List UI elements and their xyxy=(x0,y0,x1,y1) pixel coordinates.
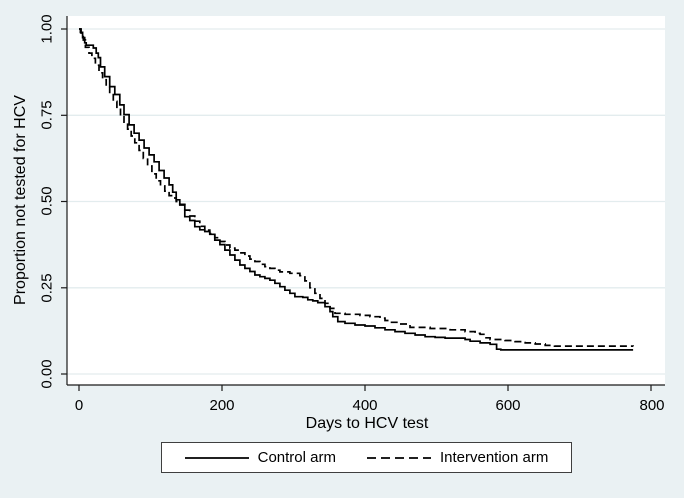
ytick-label-0.50: 0.50 xyxy=(38,186,56,216)
xtick-label-0: 0 xyxy=(74,397,84,414)
x-axis-title: Days to HCV test xyxy=(305,415,429,432)
xtick-label-200: 200 xyxy=(209,397,235,414)
plot-area xyxy=(67,16,665,385)
y-axis-title: Proportion not tested for HCV xyxy=(12,95,29,305)
ytick-label-0.00: 0.00 xyxy=(38,359,56,389)
intervention-arm-curve xyxy=(79,28,634,347)
control-arm-curve xyxy=(79,28,634,351)
xtick-label-600: 600 xyxy=(495,397,521,414)
legend: Control arm Intervention arm xyxy=(161,442,572,473)
tick-marks xyxy=(61,28,652,391)
intervention-arm-line-swatch xyxy=(366,456,431,459)
legend-entry-control: Control arm xyxy=(184,449,336,466)
legend-label-intervention: Intervention arm xyxy=(439,449,549,466)
legend-label-control: Control arm xyxy=(257,449,336,466)
xtick-label-400: 400 xyxy=(352,397,378,414)
legend-entry-intervention: Intervention arm xyxy=(366,449,549,466)
axes xyxy=(66,16,665,386)
control-arm-line-swatch xyxy=(184,456,249,459)
ytick-label-0.25: 0.25 xyxy=(38,273,56,303)
ytick-label-1.00: 1.00 xyxy=(38,14,56,44)
horizontal-gridlines xyxy=(67,28,665,375)
ytick-label-0.75: 0.75 xyxy=(38,100,56,130)
xtick-label-800: 800 xyxy=(639,397,665,414)
